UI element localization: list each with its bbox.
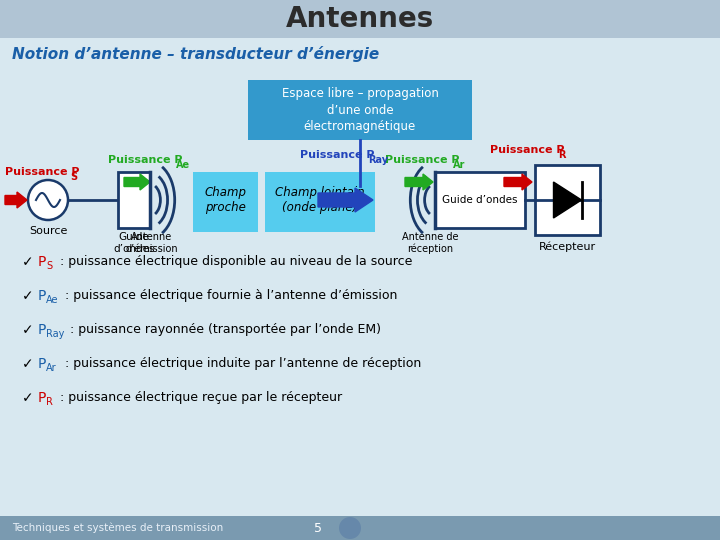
Text: Puissance P: Puissance P bbox=[5, 167, 79, 177]
Bar bbox=[0, 0, 720, 38]
Text: Guide
d’ondes: Guide d’ondes bbox=[113, 232, 155, 254]
Text: Puissance P: Puissance P bbox=[300, 150, 374, 160]
Text: : puissance électrique reçue par le récepteur: : puissance électrique reçue par le réce… bbox=[55, 392, 341, 404]
Text: P: P bbox=[38, 255, 46, 269]
Text: : puissance électrique disponible au niveau de la source: : puissance électrique disponible au niv… bbox=[55, 255, 412, 268]
FancyArrow shape bbox=[318, 188, 373, 212]
Text: Puissance P: Puissance P bbox=[385, 155, 459, 165]
Text: Antennes: Antennes bbox=[286, 5, 434, 33]
Text: Ae: Ae bbox=[176, 160, 190, 170]
Text: Ar: Ar bbox=[453, 160, 465, 170]
Text: Ar: Ar bbox=[46, 363, 57, 373]
FancyArrow shape bbox=[504, 174, 532, 190]
Text: Puissance P: Puissance P bbox=[490, 145, 564, 155]
Text: : puissance électrique fournie à l’antenne d’émission: : puissance électrique fournie à l’anten… bbox=[61, 289, 397, 302]
Text: ✓: ✓ bbox=[22, 391, 34, 405]
Text: Notion d’antenne – transducteur d’énergie: Notion d’antenne – transducteur d’énergi… bbox=[12, 46, 379, 62]
Text: P: P bbox=[38, 323, 46, 337]
Bar bbox=[435, 172, 525, 228]
Circle shape bbox=[28, 180, 68, 220]
Text: Source: Source bbox=[29, 226, 67, 236]
Bar bbox=[193, 172, 258, 232]
Text: Champ
proche: Champ proche bbox=[204, 186, 246, 214]
Text: Espace libre – propagation
d’une onde
électromagnétique: Espace libre – propagation d’une onde él… bbox=[282, 87, 438, 133]
Bar bbox=[0, 516, 720, 540]
Bar bbox=[248, 80, 472, 140]
Text: Puissance P: Puissance P bbox=[108, 155, 182, 165]
Bar bbox=[535, 165, 600, 235]
Text: : puissance rayonnée (transportée par l’onde EM): : puissance rayonnée (transportée par l’… bbox=[66, 323, 382, 336]
Text: : puissance électrique induite par l’antenne de réception: : puissance électrique induite par l’ant… bbox=[61, 357, 421, 370]
Text: P: P bbox=[38, 391, 46, 405]
Text: Guide d’ondes: Guide d’ondes bbox=[442, 195, 518, 205]
Text: ✓: ✓ bbox=[22, 289, 34, 303]
Text: Techniques et systèmes de transmission: Techniques et systèmes de transmission bbox=[12, 523, 223, 534]
FancyArrow shape bbox=[405, 174, 433, 190]
Text: Ae: Ae bbox=[46, 295, 58, 305]
Text: Antenne
d’émission: Antenne d’émission bbox=[126, 232, 179, 254]
Text: Champ lointain
(onde plane): Champ lointain (onde plane) bbox=[275, 186, 365, 214]
Text: R: R bbox=[558, 150, 565, 160]
Circle shape bbox=[339, 517, 361, 539]
Text: ✓: ✓ bbox=[22, 255, 34, 269]
FancyArrow shape bbox=[124, 174, 150, 190]
Text: S: S bbox=[46, 261, 52, 271]
Text: S: S bbox=[70, 172, 77, 182]
Polygon shape bbox=[554, 182, 582, 218]
Bar bbox=[118, 172, 150, 228]
Text: Récepteur: Récepteur bbox=[539, 241, 596, 252]
FancyArrow shape bbox=[5, 192, 27, 208]
Text: Ray: Ray bbox=[46, 329, 64, 339]
Text: P: P bbox=[38, 289, 46, 303]
Text: R: R bbox=[46, 397, 53, 407]
Text: P: P bbox=[38, 357, 46, 371]
Text: ✓: ✓ bbox=[22, 323, 34, 337]
Text: 5: 5 bbox=[314, 522, 322, 535]
Text: Ray: Ray bbox=[368, 155, 388, 165]
Text: ✓: ✓ bbox=[22, 357, 34, 371]
Text: Antenne de
réception: Antenne de réception bbox=[402, 232, 458, 254]
Bar bbox=[265, 172, 375, 232]
